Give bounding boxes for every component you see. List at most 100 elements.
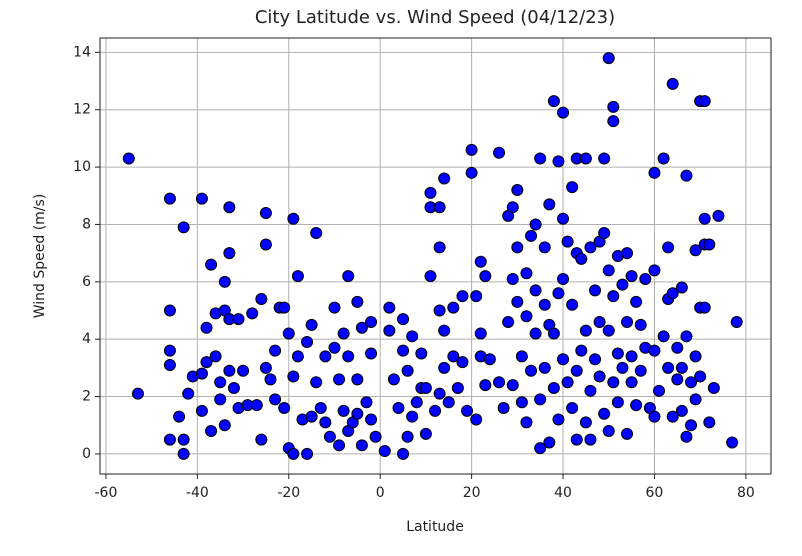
point	[579, 152, 592, 165]
point	[662, 241, 675, 254]
point	[566, 181, 579, 194]
point	[369, 430, 382, 443]
point	[648, 410, 661, 423]
point	[433, 387, 446, 400]
point	[575, 344, 588, 357]
point	[310, 227, 323, 240]
point	[278, 301, 291, 314]
point	[223, 201, 236, 214]
point	[653, 384, 666, 397]
point	[570, 364, 583, 377]
point	[726, 436, 739, 449]
point	[602, 324, 615, 337]
point	[511, 295, 524, 308]
point	[419, 381, 432, 394]
point	[392, 402, 405, 415]
point	[685, 376, 698, 389]
point	[474, 327, 487, 340]
point	[328, 301, 341, 314]
point	[662, 361, 675, 374]
point	[497, 402, 510, 415]
point	[584, 433, 597, 446]
point	[195, 404, 208, 417]
point	[223, 364, 236, 377]
point	[506, 201, 519, 214]
point	[675, 361, 688, 374]
chart-title: City Latitude vs. Wind Speed (04/12/23)	[255, 7, 615, 28]
point	[579, 416, 592, 429]
point	[319, 416, 332, 429]
point	[365, 315, 378, 328]
point	[685, 419, 698, 432]
point	[561, 376, 574, 389]
point	[538, 361, 551, 374]
point	[689, 393, 702, 406]
point	[218, 275, 231, 288]
point	[465, 166, 478, 179]
point	[639, 272, 652, 285]
point	[566, 298, 579, 311]
point	[712, 209, 725, 222]
point	[287, 212, 300, 225]
point	[415, 347, 428, 360]
point	[177, 433, 190, 446]
point	[680, 169, 693, 182]
point	[278, 402, 291, 415]
point	[552, 287, 565, 300]
point	[657, 152, 670, 165]
point	[163, 433, 176, 446]
point	[552, 155, 565, 168]
point	[534, 393, 547, 406]
point	[557, 353, 570, 366]
point	[552, 413, 565, 426]
point	[602, 264, 615, 277]
point	[547, 95, 560, 108]
point	[291, 270, 304, 283]
point	[333, 373, 346, 386]
point	[246, 307, 259, 320]
point	[520, 416, 533, 429]
point	[342, 350, 355, 363]
point	[666, 287, 679, 300]
point	[470, 290, 483, 303]
point	[205, 424, 218, 437]
point	[259, 238, 272, 251]
point	[305, 410, 318, 423]
point	[438, 361, 451, 374]
point	[525, 229, 538, 242]
point	[287, 370, 300, 383]
point	[698, 95, 711, 108]
point	[561, 235, 574, 248]
x-axis-label: Latitude	[406, 519, 464, 535]
point	[337, 327, 350, 340]
point	[200, 321, 213, 334]
point	[419, 427, 432, 440]
point	[707, 381, 720, 394]
point	[698, 301, 711, 314]
point	[269, 393, 282, 406]
point	[259, 206, 272, 219]
point	[534, 442, 547, 455]
y-tick-label: 10	[73, 159, 91, 175]
point	[214, 393, 227, 406]
point	[543, 436, 556, 449]
point	[529, 327, 542, 340]
point	[584, 241, 597, 254]
point	[557, 106, 570, 119]
point	[163, 192, 176, 205]
point	[214, 376, 227, 389]
point	[328, 341, 341, 354]
point	[538, 298, 551, 311]
point	[689, 244, 702, 257]
y-tick-label: 8	[82, 216, 91, 232]
point	[579, 324, 592, 337]
point	[173, 410, 186, 423]
point	[177, 447, 190, 460]
plot-frame	[99, 37, 772, 475]
point	[602, 52, 615, 65]
point	[264, 373, 277, 386]
point	[305, 318, 318, 331]
point	[456, 356, 469, 369]
point	[301, 336, 314, 349]
y-tick-label: 2	[82, 389, 91, 405]
